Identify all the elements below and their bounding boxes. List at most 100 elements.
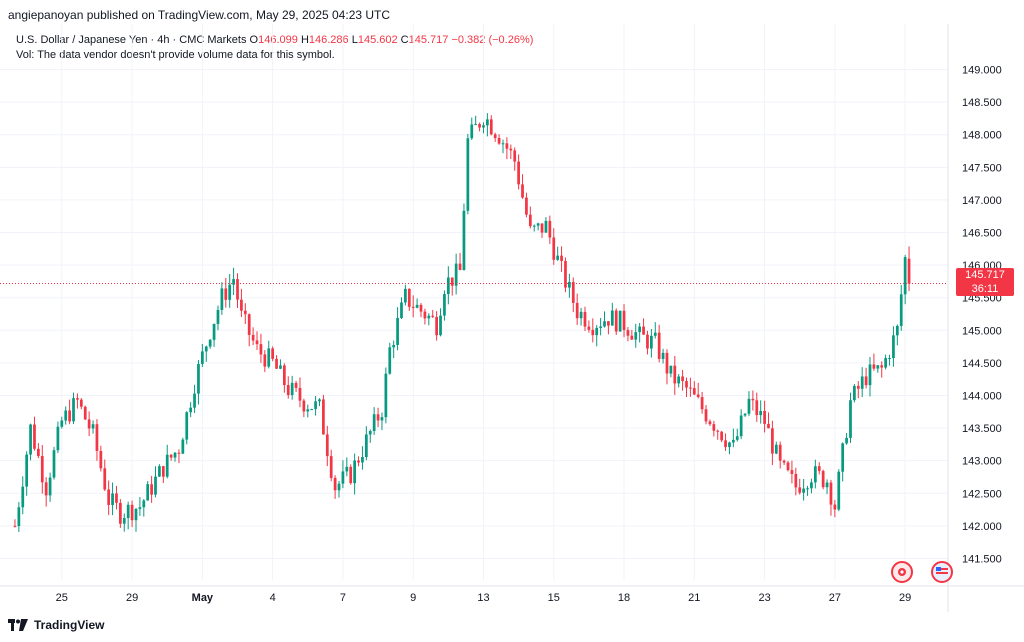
candle-body	[325, 434, 329, 457]
event-flag-icon	[898, 568, 906, 576]
candle-body	[142, 500, 146, 508]
candle-body	[419, 304, 423, 312]
y-tick-label: 144.000	[962, 390, 1002, 402]
candle-body	[193, 393, 196, 408]
flag-stripes-icon	[936, 567, 948, 574]
candle-body	[860, 376, 864, 389]
candle-body	[76, 398, 79, 400]
candle-body	[774, 444, 778, 454]
candle-body	[173, 452, 177, 458]
candle-body	[189, 407, 193, 413]
legend-high-value: 146.286	[308, 34, 349, 46]
candle-body	[665, 352, 669, 374]
candle-body	[540, 223, 544, 233]
candle-body	[599, 326, 602, 328]
candle-body	[150, 484, 153, 495]
candle-body	[778, 444, 782, 461]
candle-body	[790, 470, 794, 474]
candle-body	[509, 148, 513, 151]
candle-body	[275, 358, 278, 369]
candle-body	[427, 315, 431, 319]
candle-body	[333, 477, 337, 491]
candle-body	[435, 316, 438, 336]
candle-body	[95, 424, 99, 451]
candle-body	[21, 486, 25, 508]
candlestick-chart[interactable]: 141.500 142.000 142.500 143.000 143.500 144.0…	[0, 24, 1024, 618]
candle-body	[126, 504, 130, 519]
candle-body	[263, 354, 267, 367]
y-tick-label: 148.500	[962, 97, 1002, 109]
candle-body	[638, 326, 642, 333]
candle-body	[685, 381, 688, 388]
candle-body	[798, 487, 802, 493]
candle-body	[111, 493, 114, 505]
candle-body	[501, 143, 505, 145]
y-tick-label: 147.500	[962, 162, 1002, 174]
us-flag-icon[interactable]	[931, 561, 953, 583]
candle-body	[657, 332, 661, 359]
candle-body	[646, 334, 649, 349]
candle-body	[853, 385, 856, 401]
candle-body	[856, 385, 860, 389]
candle-body	[107, 489, 111, 505]
candle-body	[735, 436, 739, 440]
candle-body	[489, 119, 493, 135]
y-tick-label: 143.000	[962, 456, 1002, 468]
candle-body	[755, 400, 759, 416]
candle-body	[368, 431, 372, 435]
candle-body	[115, 493, 118, 503]
candle-body	[536, 223, 540, 226]
candle-body	[528, 214, 532, 227]
candle-body	[486, 119, 489, 126]
candle-body	[470, 124, 474, 139]
candle-body	[400, 302, 403, 318]
legend-symbol[interactable]: U.S. Dollar / Japanese Yen · 4h · CMC Ma…	[16, 34, 247, 46]
x-tick-label: 29	[126, 592, 138, 604]
candle-body	[122, 518, 126, 524]
candle-body	[716, 430, 720, 432]
candle-body	[450, 277, 454, 286]
candle-body	[17, 507, 21, 527]
y-tick-label: 144.500	[962, 358, 1002, 370]
candle-body	[161, 466, 165, 477]
candle-body	[513, 150, 517, 162]
candle-body	[423, 311, 427, 319]
candle-body	[212, 323, 216, 340]
last-price-tag: 145.717 36:11	[956, 268, 1014, 296]
last-price-value: 145.717	[965, 269, 1005, 281]
candle-body	[349, 466, 353, 484]
candle-body	[197, 363, 200, 394]
candle-body	[204, 346, 208, 352]
candle-body	[290, 382, 294, 396]
x-tick-label: 25	[56, 592, 68, 604]
candle-body	[903, 257, 907, 295]
candle-body	[79, 399, 83, 407]
candle-body	[708, 421, 712, 425]
candle-body	[731, 439, 735, 443]
candle-body	[724, 440, 727, 448]
candle-body	[868, 364, 872, 386]
candle-body	[482, 125, 485, 128]
candle-body	[407, 288, 411, 307]
candle-body	[837, 471, 841, 510]
candle-body	[52, 450, 56, 478]
candle-body	[649, 335, 653, 349]
candle-body	[357, 460, 360, 463]
candle-body	[306, 409, 310, 412]
bar-countdown: 36:11	[971, 283, 999, 295]
candle-body	[64, 410, 68, 421]
footer-brand[interactable]: TradingView	[8, 618, 104, 632]
candle-body	[255, 340, 259, 345]
economic-event-icon[interactable]	[891, 561, 913, 583]
candle-body	[782, 460, 786, 463]
candle-body	[361, 457, 364, 463]
x-tick-label: 29	[899, 592, 911, 604]
candle-body	[134, 508, 138, 521]
candle-body	[626, 330, 630, 336]
candle-body	[60, 420, 64, 427]
candle-body	[618, 310, 622, 332]
candle-body	[478, 124, 481, 128]
candle-body	[232, 279, 235, 285]
candle-body	[345, 466, 349, 472]
candle-body	[29, 424, 32, 455]
